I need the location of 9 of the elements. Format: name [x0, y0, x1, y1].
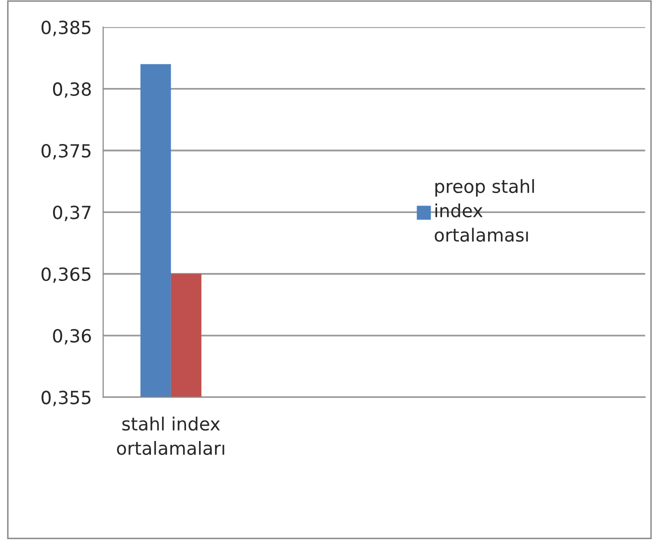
y-tick-label: 0,375	[42, 144, 90, 160]
y-tick-label: 0,355	[42, 390, 90, 406]
y-tick-label: 0,37	[53, 206, 91, 222]
y-tick-label: 0,38	[53, 82, 91, 98]
y-tick-label: 0,36	[53, 329, 91, 344]
y-tick-label: 0,365	[42, 267, 90, 283]
x-tick-label: stahl index ortalamaları	[116, 416, 224, 455]
y-tick-label: 0,385	[42, 20, 90, 36]
legend-label: preop stahl index ortalaması	[434, 179, 534, 242]
